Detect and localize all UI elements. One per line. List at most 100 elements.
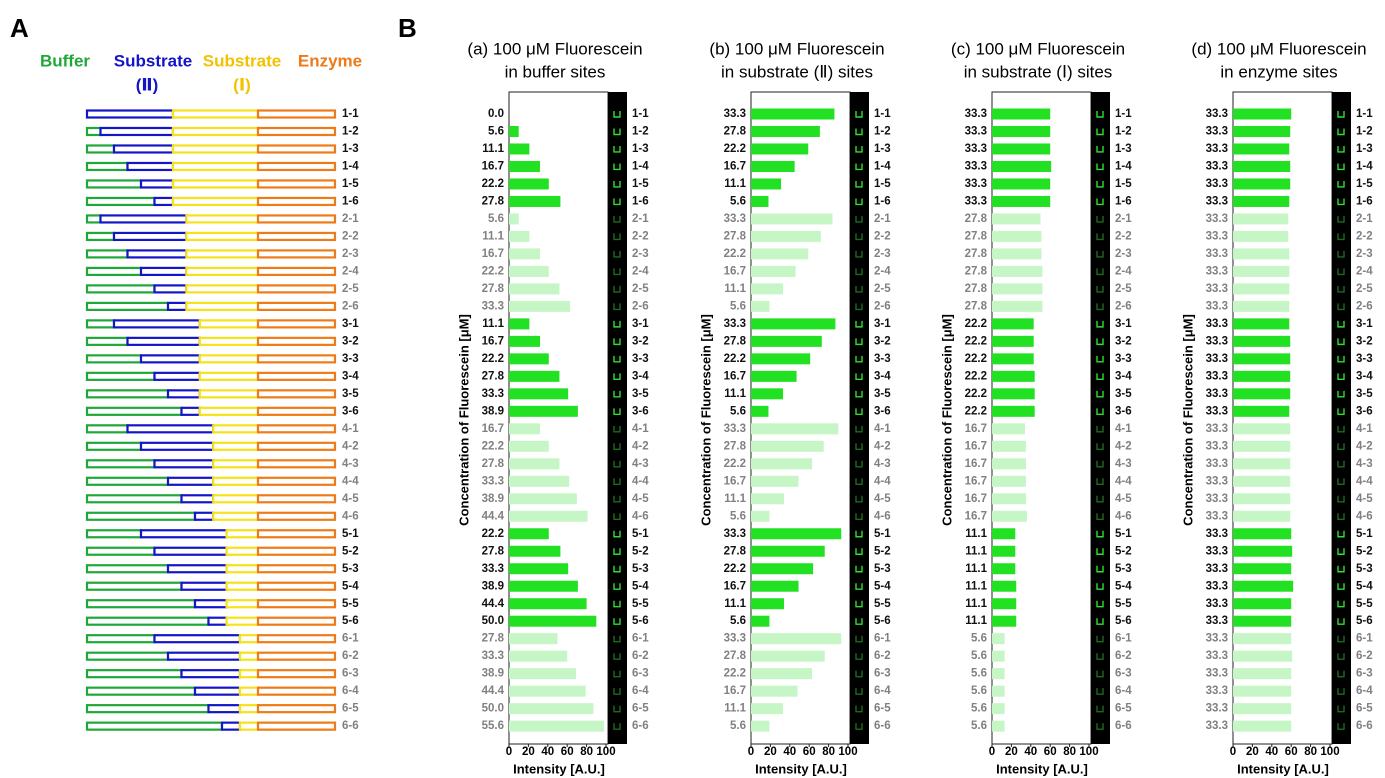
channel-segment [87, 320, 114, 327]
bar [751, 651, 825, 662]
concentration-label: 33.3 [1206, 248, 1228, 260]
channel-segment [114, 320, 200, 327]
channel-segment [209, 618, 227, 625]
channel-segment [258, 215, 335, 222]
concentration-label: 33.3 [1206, 563, 1228, 575]
row-label: 3-4 [632, 370, 649, 382]
bar [1233, 266, 1289, 277]
bar [992, 493, 1026, 504]
bar [751, 213, 832, 224]
channel-segment [141, 443, 213, 450]
bar [509, 231, 529, 242]
row-label: 5-4 [632, 580, 649, 592]
concentration-label: 11.1 [965, 580, 987, 592]
row-label: 4-4 [1356, 475, 1373, 487]
concentration-label: 5.6 [730, 195, 746, 207]
concentration-label: 33.3 [1206, 598, 1228, 610]
channel-segment [258, 723, 335, 730]
x-tick-label: 0 [1230, 746, 1236, 758]
row-label: 2-5 [342, 283, 359, 295]
row-label: 1-6 [342, 195, 359, 207]
channel-segment [258, 303, 335, 310]
concentration-label: 27.8 [724, 230, 747, 242]
bar [1233, 598, 1291, 609]
row-label: 5-4 [1115, 580, 1132, 592]
concentration-label: 16.7 [482, 335, 504, 347]
plot-frame [509, 92, 608, 744]
row-label: 2-3 [1115, 248, 1132, 260]
channel-segment [227, 548, 258, 555]
bar [751, 721, 769, 732]
row-label: 6-3 [874, 668, 891, 680]
bar [1233, 441, 1290, 452]
row-label: 4-3 [342, 458, 359, 470]
channel-segment [87, 653, 168, 660]
bar [1233, 161, 1290, 172]
x-tick-label: 0 [506, 746, 512, 758]
bar [751, 371, 797, 382]
concentration-label: 33.3 [1206, 265, 1228, 277]
concentration-label: 16.7 [965, 423, 987, 435]
channel-segment [87, 390, 168, 397]
bar [1233, 109, 1291, 120]
concentration-label: 5.6 [730, 300, 746, 312]
concentration-label: 22.2 [965, 370, 987, 382]
concentration-label: 33.3 [724, 318, 746, 330]
row-label: 3-5 [1356, 388, 1373, 400]
concentration-label: 33.3 [965, 143, 987, 155]
bar [751, 143, 808, 154]
concentration-label: 22.2 [482, 353, 504, 365]
chart-title: (a) 100 μM Fluorescein [467, 39, 642, 58]
bar [992, 283, 1042, 294]
channel-segment [213, 443, 258, 450]
row-label: 4-4 [342, 475, 359, 487]
concentration-label: 11.1 [724, 388, 746, 400]
bar [751, 318, 835, 329]
row-label: 1-6 [1115, 195, 1132, 207]
row-label: 5-6 [874, 615, 891, 627]
row-label: 2-1 [1115, 213, 1132, 225]
concentration-label: 33.3 [1206, 440, 1228, 452]
concentration-label: 11.1 [724, 178, 746, 190]
channel-segment [128, 250, 187, 257]
bar [509, 213, 519, 224]
x-tick-label: 80 [822, 746, 835, 758]
row-label: 6-3 [1356, 668, 1373, 680]
bar [992, 528, 1015, 539]
concentration-label: 5.6 [971, 668, 987, 680]
plot-frame [751, 92, 850, 744]
row-label: 3-2 [1115, 335, 1132, 347]
channel-segment [87, 688, 195, 695]
channel-segment [258, 268, 335, 275]
concentration-label: 33.3 [1206, 300, 1228, 312]
row-label: 4-1 [1115, 423, 1132, 435]
bar [509, 686, 586, 697]
channel-segment [258, 688, 335, 695]
bar [1233, 406, 1289, 417]
chart-title: (c) 100 μM Fluorescein [951, 39, 1125, 58]
channel-segment [258, 443, 335, 450]
row-label: 3-6 [342, 405, 359, 417]
header: Substrate [203, 51, 281, 70]
row-label: 5-3 [874, 563, 891, 575]
row-label: 4-1 [342, 423, 359, 435]
bar [751, 353, 810, 364]
row-label: 1-1 [342, 108, 359, 120]
concentration-label: 33.3 [1206, 633, 1228, 645]
channel-segment [87, 268, 141, 275]
bar [751, 458, 812, 469]
bar [1233, 458, 1290, 469]
concentration-label: 5.6 [971, 703, 987, 715]
channel-segment [173, 163, 258, 170]
bar [1233, 511, 1290, 522]
bar [992, 703, 1005, 714]
row-label: 4-4 [632, 475, 649, 487]
row-label: 4-1 [874, 423, 891, 435]
row-label: 6-4 [1115, 685, 1132, 697]
row-label: 3-3 [632, 353, 649, 365]
row-label: 5-5 [632, 598, 649, 610]
bar [751, 301, 769, 312]
chart-title: in buffer sites [505, 62, 606, 81]
bar [1233, 371, 1290, 382]
bar [751, 598, 784, 609]
